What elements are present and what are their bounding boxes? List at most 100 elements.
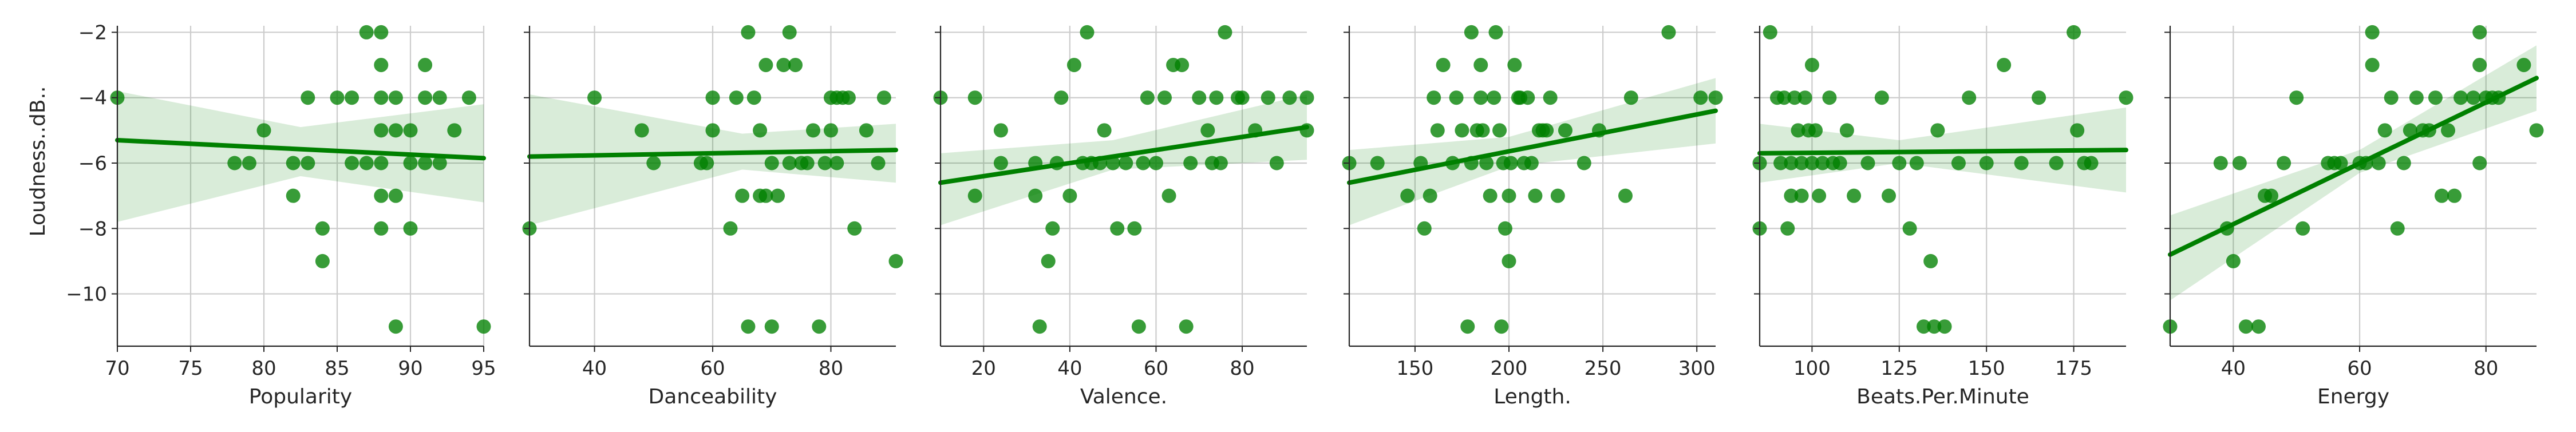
panel-6-point-9 (2277, 156, 2291, 171)
panel-2-point-1 (587, 90, 602, 105)
panel-5-point-35 (1937, 319, 1952, 334)
panel-5-point-30 (1909, 156, 1924, 171)
panel-5-x-tick-label-3: 175 (2055, 357, 2092, 380)
panel-5-point-20 (1822, 90, 1837, 105)
panel-5-point-34 (1930, 123, 1945, 138)
panel-5-point-12 (1794, 188, 1809, 203)
panel-4-x-tick-label-3: 300 (1678, 357, 1716, 380)
panel-2-point-17 (758, 188, 773, 203)
panel-4-regression-line (1347, 108, 1718, 185)
panel-4-point-12 (1460, 319, 1475, 334)
panel-3-point-36 (1209, 90, 1224, 105)
panel-1-point-21 (374, 221, 389, 236)
panel-6-confidence-band (2170, 45, 2537, 301)
panel-4-point-21 (1487, 90, 1502, 105)
panel-4-point-2 (1400, 188, 1415, 203)
panel-3-x-axis-label: Valence. (1080, 385, 1167, 409)
panel-6-point-1 (2213, 156, 2228, 171)
panel-6-point-22 (2390, 221, 2405, 236)
panel-4-point-46 (1623, 90, 1638, 105)
panel-4-point-34 (1520, 90, 1535, 105)
panel-3-point-18 (1097, 123, 1112, 138)
panel-1-point-31 (418, 156, 433, 171)
panel-1-point-36 (476, 319, 491, 334)
panel-6-point-40 (2516, 58, 2531, 73)
panel-5-point-10 (1791, 123, 1805, 138)
panel-2-point-5 (700, 156, 714, 171)
panel-1-x-tick-label-1: 75 (178, 357, 203, 380)
panel-4-point-4 (1417, 221, 1432, 236)
panel-4-x-tick-label-2: 250 (1585, 357, 1622, 380)
panel-4-x-axis-label: Length. (1494, 385, 1571, 409)
panel-2-point-2 (634, 123, 649, 138)
panel-4-point-6 (1427, 90, 1441, 105)
panel-2-point-35 (841, 90, 856, 105)
panel-1-point-5 (286, 156, 301, 171)
panel-1-point-2 (242, 156, 256, 171)
panel-4-point-43 (1577, 156, 1591, 171)
panel-5-point-29 (1902, 221, 1917, 236)
panel-1-point-8 (315, 221, 330, 236)
panel-5-point-7 (1784, 156, 1799, 171)
panel-5-point-26 (1874, 90, 1889, 105)
panel-2-point-8 (723, 221, 738, 236)
panel-5-point-5 (1777, 90, 1792, 105)
panel-6-point-4 (2232, 156, 2247, 171)
panel-5-point-39 (1997, 58, 2012, 73)
panel-2-x-axis-label: Danceability (649, 385, 777, 409)
panel-6-point-20 (2377, 123, 2392, 138)
panel-3-x-tick-label-1: 40 (1057, 357, 1082, 380)
panel-3-point-20 (1110, 221, 1125, 236)
panel-5-point-24 (1847, 188, 1862, 203)
panel-1-point-7 (301, 90, 315, 105)
panel-1-x-axis-label: Popularity (249, 385, 352, 409)
panel-2-point-3 (646, 156, 661, 171)
panel-3-point-22 (1127, 221, 1142, 236)
panel-1-point-32 (432, 90, 447, 105)
panel-4-point-39 (1539, 123, 1554, 138)
panel-4-point-30 (1507, 58, 1522, 73)
panel-5-point-47 (2119, 90, 2134, 105)
panel-3-point-32 (1183, 156, 1198, 171)
panel-2-point-23 (782, 156, 797, 171)
panel-4-point-40 (1543, 90, 1558, 105)
panel-3-point-3 (993, 156, 1008, 171)
panel-1-point-15 (374, 25, 389, 39)
panel-2-point-14 (753, 123, 768, 138)
panel-6-point-17 (2365, 25, 2380, 39)
panel-5-point-25 (1860, 156, 1875, 171)
panel-1-point-20 (374, 188, 389, 203)
y-tick-label-3: −8 (78, 217, 107, 240)
panel-6-point-23 (2396, 156, 2411, 171)
panel-4-point-22 (1488, 25, 1503, 39)
panel-4-point-27 (1502, 188, 1516, 203)
panel-5-point-8 (1784, 188, 1799, 203)
panel-4-point-29 (1503, 156, 1518, 171)
panel-5-point-22 (1832, 156, 1847, 171)
panel-4-point-19 (1479, 156, 1494, 171)
panel-5-point-32 (1923, 253, 1938, 268)
panel-5-point-6 (1780, 221, 1795, 236)
panel-3-point-38 (1218, 25, 1232, 39)
panel-2-point-37 (859, 123, 874, 138)
panel-1-point-22 (388, 90, 403, 105)
panel-3-regression-line (938, 125, 1309, 185)
panel-3-point-21 (1119, 156, 1133, 171)
panel-4-point-5 (1423, 188, 1437, 203)
panel-6-point-30 (2441, 123, 2456, 138)
panel-2-point-20 (771, 188, 785, 203)
panel-4-x-tick-label-1: 200 (1491, 357, 1528, 380)
panel-1-point-11 (345, 90, 359, 105)
panel-6-point-35 (2472, 58, 2487, 73)
panel-5-x-tick-label-2: 150 (1968, 357, 2005, 380)
panel-2-point-18 (764, 156, 779, 171)
panel-5-point-19 (1815, 156, 1830, 171)
panel-6-point-31 (2447, 188, 2462, 203)
panel-6-point-5 (2238, 319, 2253, 334)
panel-1-point-17 (374, 90, 389, 105)
panel-4-point-17 (1473, 90, 1488, 105)
panel-3-point-37 (1213, 156, 1228, 171)
panel-1-point-34 (447, 123, 462, 138)
panel-1-point-18 (374, 123, 389, 138)
panel-4-point-42 (1558, 123, 1573, 138)
